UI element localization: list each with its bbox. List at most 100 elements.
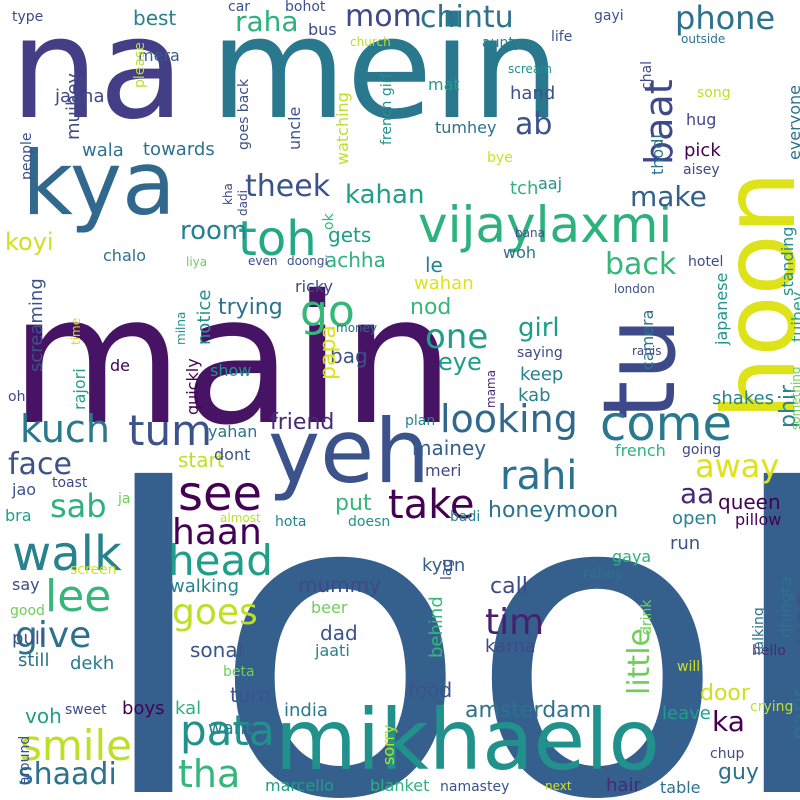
word-hota: hota <box>275 514 307 530</box>
word-le: le <box>425 253 443 277</box>
word-best: best <box>133 6 177 30</box>
word-japanese: japanese <box>712 272 731 345</box>
word-saying: saying <box>517 345 563 361</box>
word-mikhaelo: mikhaelo <box>275 691 660 789</box>
word-doesn: doesn <box>348 514 391 530</box>
word-almost: almost <box>220 511 261 525</box>
word-even: even <box>248 254 278 268</box>
word-hand: hand <box>510 83 556 104</box>
word-please: please <box>132 42 148 88</box>
word-doongi: doongi <box>287 254 328 268</box>
word-na: na <box>10 0 185 151</box>
word-bana: bana <box>515 226 545 240</box>
word-tim: tim <box>485 602 545 643</box>
word-dhingra: dhingra <box>776 576 795 638</box>
word-ka: ka <box>712 705 745 738</box>
word-time: time <box>69 317 83 345</box>
word-blanket: blanket <box>370 776 430 795</box>
word-tha: tha <box>178 752 241 796</box>
word-still: still <box>18 650 50 671</box>
word-yahan: yahan <box>208 422 258 441</box>
word-people: people <box>19 132 35 180</box>
word-kya: kya <box>22 132 176 235</box>
word-food: food <box>408 678 453 702</box>
word-tch: tch <box>510 178 539 199</box>
word-pull: pull <box>12 628 45 649</box>
word-kyun: kyun <box>422 555 466 576</box>
word-mom: mom <box>345 0 422 34</box>
word-hotel: hotel <box>688 254 724 270</box>
word-mummy: mummy <box>298 573 381 597</box>
word-haan: haan <box>172 512 262 553</box>
word-looking: looking <box>440 397 578 441</box>
word-thodi: thodi <box>648 134 667 175</box>
word-goes-back: goes back <box>236 78 252 150</box>
word-ab: ab <box>515 107 553 142</box>
word-make: make <box>630 180 707 213</box>
word-koyi: koyi <box>5 228 54 256</box>
word-standing: standing <box>778 226 797 296</box>
word-gaya: gaya <box>612 547 652 566</box>
word-pick: pick <box>684 140 721 161</box>
word-gayi: gayi <box>594 8 624 24</box>
word-liya: liya <box>186 255 208 269</box>
word-voh: voh <box>25 704 62 728</box>
word-bag: bag <box>330 344 368 368</box>
word-car: car <box>228 0 251 15</box>
word-wala: wala <box>82 140 124 161</box>
word-bohot: bohot <box>285 0 326 15</box>
word-kuch: kuch <box>20 407 110 451</box>
word-bus: bus <box>308 20 337 39</box>
word-keep: keep <box>520 364 564 385</box>
word-walk: walk <box>12 526 122 582</box>
word-run: run <box>670 533 701 554</box>
word-theek: theek <box>245 169 331 204</box>
word-look: look <box>95 403 800 800</box>
word-amsterdam: amsterdam <box>465 698 592 723</box>
word-phone: phone <box>675 0 776 37</box>
word-chal: chal <box>639 60 655 90</box>
word-woh: woh <box>503 243 537 262</box>
word-jao: jao <box>12 480 37 499</box>
word-goes: goes <box>172 592 258 633</box>
word-will: will <box>677 659 701 675</box>
word-toh: toh <box>238 211 317 267</box>
word-rahey: rahey <box>583 566 624 582</box>
word-put: put <box>335 491 372 516</box>
word-kab: kab <box>518 385 551 406</box>
word-eye: eye <box>438 348 482 376</box>
word-bye: bye <box>487 150 513 166</box>
word-scream: scream <box>508 62 552 76</box>
word-watching: watching <box>333 92 352 165</box>
word-next: next <box>545 779 572 793</box>
word-aisey: aisey <box>683 162 720 178</box>
word-walking: walking <box>170 576 240 597</box>
word-pillow: pillow <box>735 510 782 529</box>
word-boys: boys <box>122 698 165 719</box>
word-shakes: shakes <box>712 388 775 409</box>
word-leave: leave <box>662 703 711 724</box>
word-drink: drink <box>639 599 655 635</box>
word-type: type <box>12 9 44 25</box>
word-aa: aa <box>680 477 715 510</box>
word-give: give <box>15 615 92 656</box>
word-sweet: sweet <box>65 702 107 718</box>
word-chup: chup <box>710 746 745 762</box>
word-notice: notice <box>194 289 215 345</box>
word-go: go <box>300 286 355 337</box>
word-lee: lee <box>45 571 112 622</box>
word-table: table <box>660 778 701 797</box>
word-crying: crying <box>750 699 794 715</box>
word-india: india <box>284 700 328 721</box>
word-hello: hello <box>752 643 786 659</box>
word-sonal: sonal <box>190 638 244 662</box>
word-tujhey: tujhey <box>788 291 800 342</box>
word-french: french <box>615 441 666 460</box>
word-smile: smile <box>20 721 132 770</box>
word-head: head <box>168 536 273 585</box>
word-dad: dad <box>320 621 358 645</box>
word-meri: meri <box>425 461 462 480</box>
word-dadi: dadi <box>236 190 250 216</box>
word-london: london <box>614 282 655 296</box>
